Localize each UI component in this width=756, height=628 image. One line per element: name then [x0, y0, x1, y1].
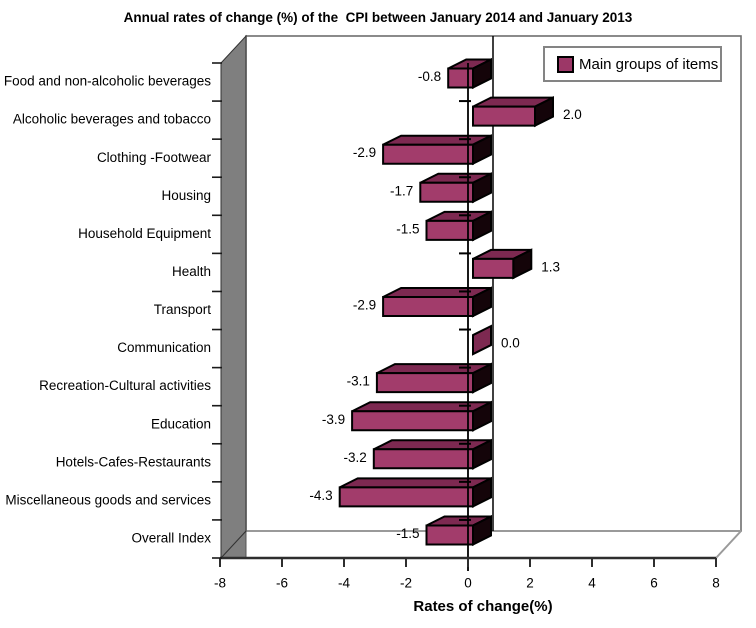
x-tick-label: -8	[214, 576, 226, 591]
value-label: 2.0	[563, 107, 582, 122]
bar-12	[338, 476, 492, 509]
bar-8	[472, 324, 492, 356]
bar-1	[447, 57, 492, 90]
bar-5	[425, 210, 492, 242]
bar-4	[419, 172, 492, 204]
x-tick-label: -2	[400, 576, 412, 591]
value-label: -3.9	[322, 412, 345, 427]
bar-7	[382, 286, 492, 318]
x-tick-label: -4	[338, 576, 350, 591]
legend-swatch-icon	[557, 55, 574, 73]
bar-front-face	[382, 296, 474, 317]
value-label: -1.5	[396, 221, 419, 236]
category-label: Clothing -Footwear	[97, 150, 212, 165]
category-label: Education	[151, 416, 211, 431]
bar-2	[472, 95, 554, 128]
bar-13	[425, 514, 492, 547]
value-label: 1.3	[541, 259, 560, 274]
x-tick-label: 8	[712, 576, 720, 591]
bar-top-face	[351, 401, 492, 413]
category-label: Household Equipment	[78, 226, 211, 241]
bar-front-face	[338, 486, 474, 508]
bar-front-face	[447, 67, 474, 89]
bar-9	[375, 362, 492, 394]
bar-10	[351, 400, 492, 432]
bar-front-face	[351, 410, 474, 432]
x-tick-label: 0	[464, 576, 472, 591]
category-label: Recreation-Cultural activities	[39, 378, 211, 393]
value-label: -1.7	[390, 183, 413, 198]
category-label: Transport	[154, 302, 212, 317]
bar-end-face	[472, 324, 492, 356]
floor-right-edge	[715, 530, 742, 559]
category-label: Housing	[161, 188, 211, 203]
x-tick-label: 6	[650, 576, 658, 591]
legend: Main groups of items	[543, 46, 722, 82]
value-label: -3.2	[344, 450, 367, 465]
category-label: Hotels-Cafes-Restaurants	[56, 454, 212, 469]
value-label: -3.1	[347, 374, 370, 389]
left-side-wall	[220, 34, 247, 560]
x-tick-label: 2	[526, 576, 534, 591]
bar-front-face	[372, 448, 474, 470]
bar-front-face	[375, 372, 474, 394]
value-label: -2.9	[353, 298, 376, 313]
bar-front-face	[382, 143, 474, 165]
category-label: Alcoholic beverages and tobacco	[13, 112, 211, 127]
chart-title: Annual rates of change (%) of the CPI be…	[123, 10, 633, 25]
bar-front-face	[472, 257, 515, 279]
category-label: Miscellaneous goods and services	[5, 492, 211, 507]
x-tick-label: 4	[588, 576, 596, 591]
category-label: Overall Index	[131, 531, 211, 546]
bar-front-face	[419, 181, 474, 203]
bar-3	[382, 134, 492, 166]
plot-floor	[221, 531, 741, 558]
bar-top-face	[373, 439, 492, 451]
category-label: Food and non-alcoholic beverages	[4, 74, 211, 89]
category-label: Health	[172, 264, 211, 279]
bar-front-face	[425, 524, 474, 546]
category-label: Communication	[117, 340, 211, 355]
value-label: 0.0	[501, 336, 520, 351]
legend-label: Main groups of items	[579, 55, 719, 73]
bar-11	[372, 438, 492, 470]
value-label: -1.5	[396, 526, 419, 541]
x-axis-title-text: Rates of change(%)	[413, 598, 553, 615]
value-label: -2.9	[353, 145, 376, 160]
x-tick-label: -6	[276, 576, 288, 591]
value-label: -0.8	[418, 69, 441, 84]
bar-6	[472, 248, 533, 280]
bar-front-face	[472, 105, 536, 127]
x-axis-title: Rates of change(%)	[383, 598, 583, 616]
value-label: -4.3	[309, 488, 332, 503]
bar-front-face	[425, 219, 474, 241]
